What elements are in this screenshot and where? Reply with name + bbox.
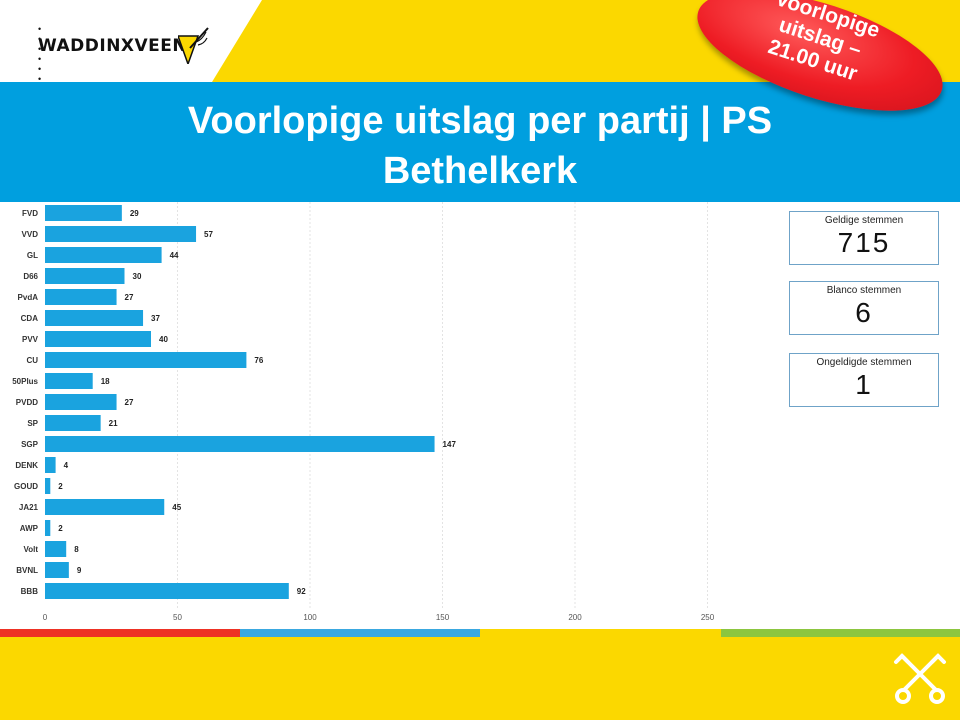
data-label: 57	[204, 230, 213, 239]
bar	[45, 499, 165, 515]
category-label: FVD	[22, 209, 38, 218]
logo-emblem-icon	[178, 27, 209, 64]
category-label: JA21	[19, 503, 39, 512]
category-label: Volt	[23, 545, 38, 554]
category-label: D66	[23, 272, 38, 281]
stripe-red	[0, 629, 240, 637]
x-tick-label: 200	[568, 613, 582, 622]
bar	[45, 226, 197, 242]
bar	[45, 583, 289, 599]
category-label: SGP	[21, 440, 39, 449]
data-label: 30	[133, 272, 142, 281]
category-label: CU	[26, 356, 38, 365]
title-banner: Voorlopige uitslag per partij | PS Bethe…	[0, 82, 960, 202]
data-label: 37	[151, 314, 160, 323]
kpi-blank-votes: Blanco stemmen 6	[789, 281, 939, 335]
category-label: VVD	[22, 230, 39, 239]
kpi-label: Ongeldigde stemmen	[816, 357, 912, 368]
kpi-label: Geldige stemmen	[824, 215, 904, 226]
bar	[45, 268, 125, 284]
logo-area	[0, 0, 262, 82]
bar	[45, 415, 101, 431]
category-label: BVNL	[16, 566, 38, 575]
bar	[45, 394, 117, 410]
data-label: 29	[130, 209, 139, 218]
color-stripes	[0, 629, 960, 637]
bar	[45, 457, 56, 473]
category-label: AWP	[20, 524, 39, 533]
stripe-blue	[240, 629, 480, 637]
crossed-keys-crest-icon	[894, 653, 946, 704]
data-label: 92	[297, 587, 306, 596]
kpi-valid-votes: Geldige stemmen 715	[789, 211, 939, 265]
bar	[45, 478, 51, 494]
kpi-value: 1	[855, 369, 873, 400]
category-label: 50Plus	[12, 377, 38, 386]
category-label: CDA	[21, 314, 39, 323]
stripe-green	[721, 629, 960, 637]
bar	[45, 247, 162, 263]
data-label: 18	[101, 377, 110, 386]
page-subtitle: Bethelkerk	[382, 150, 578, 192]
bar	[45, 436, 435, 452]
bar	[45, 289, 117, 305]
x-tick-label: 0	[43, 613, 48, 622]
data-label: 27	[125, 293, 134, 302]
data-label: 27	[125, 398, 134, 407]
kpi-value: 715	[837, 227, 891, 258]
data-label: 40	[159, 335, 168, 344]
category-label: BBB	[21, 587, 39, 596]
data-label: 2	[58, 482, 63, 491]
x-tick-label: 250	[701, 613, 715, 622]
bar	[45, 352, 247, 368]
category-label: PVDD	[16, 398, 38, 407]
data-label: 8	[74, 545, 79, 554]
bar	[45, 205, 122, 221]
kpi-invalid-votes: Ongeldigde stemmen 1	[789, 353, 939, 407]
category-label: GL	[27, 251, 38, 260]
category-label: DENK	[15, 461, 38, 470]
category-label: SP	[27, 419, 38, 428]
data-label: 2	[58, 524, 63, 533]
stripe-yellow	[480, 629, 721, 637]
footer-yellow-band	[0, 637, 960, 720]
data-label: 45	[172, 503, 181, 512]
category-label: GOUD	[14, 482, 38, 491]
data-label: 76	[254, 356, 263, 365]
page-title: Voorlopige uitslag per partij | PS	[187, 100, 773, 142]
bar	[45, 373, 93, 389]
logo-text: WADDINXVEEN	[38, 36, 188, 56]
kpi-label: Blanco stemmen	[826, 285, 902, 296]
category-label: PvdA	[18, 293, 39, 302]
bar	[45, 541, 67, 557]
data-label: 21	[109, 419, 118, 428]
x-tick-label: 50	[173, 613, 182, 622]
bar	[45, 331, 151, 347]
kpi-value: 6	[855, 297, 873, 328]
logo-dots: • • • • • •	[38, 24, 50, 84]
bar	[45, 520, 51, 536]
data-label: 44	[170, 251, 179, 260]
x-tick-label: 100	[303, 613, 317, 622]
results-bar-chart: 050100150200250300FVD29VVD57GL44D6630Pvd…	[12, 202, 715, 622]
x-tick-label: 150	[436, 613, 450, 622]
data-label: 147	[443, 440, 457, 449]
bar	[45, 562, 69, 578]
category-label: PVV	[22, 335, 39, 344]
data-label: 9	[77, 566, 82, 575]
bar	[45, 310, 144, 326]
data-label: 4	[64, 461, 69, 470]
